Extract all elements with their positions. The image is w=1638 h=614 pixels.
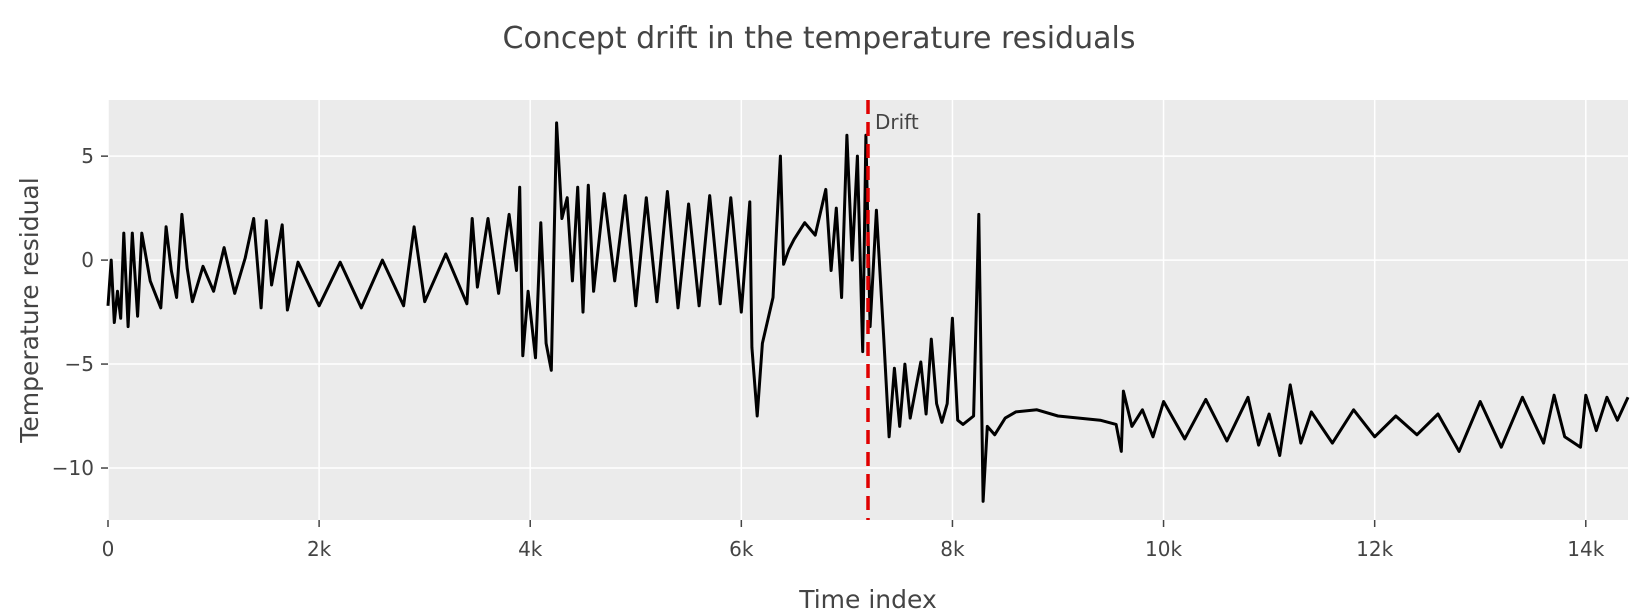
x-axis-title: Time index xyxy=(798,585,937,614)
x-axis: 0 2k 4k 6k 8k 10k 12k 14k xyxy=(102,520,1605,561)
y-tick-label: 0 xyxy=(81,248,94,272)
x-tick-label: 14k xyxy=(1567,537,1604,561)
x-tick-label: 0 xyxy=(102,537,115,561)
x-tick-label: 10k xyxy=(1145,537,1182,561)
x-tick-label: 4k xyxy=(518,537,543,561)
drift-label: Drift xyxy=(875,110,919,134)
y-tick-label: −5 xyxy=(65,352,94,376)
residual-line xyxy=(106,121,1630,503)
x-tick-label: 12k xyxy=(1356,537,1393,561)
x-tick-label: 6k xyxy=(729,537,754,561)
x-tick-label: 2k xyxy=(307,537,332,561)
y-axis-title: Temperature residual xyxy=(15,177,44,443)
chart-title: Concept drift in the temperature residua… xyxy=(503,21,1136,56)
x-tick-label: 8k xyxy=(940,537,965,561)
y-tick-label: −10 xyxy=(52,456,94,480)
y-axis: 5 0 −5 −10 xyxy=(52,144,108,480)
y-tick-label: 5 xyxy=(81,144,94,168)
